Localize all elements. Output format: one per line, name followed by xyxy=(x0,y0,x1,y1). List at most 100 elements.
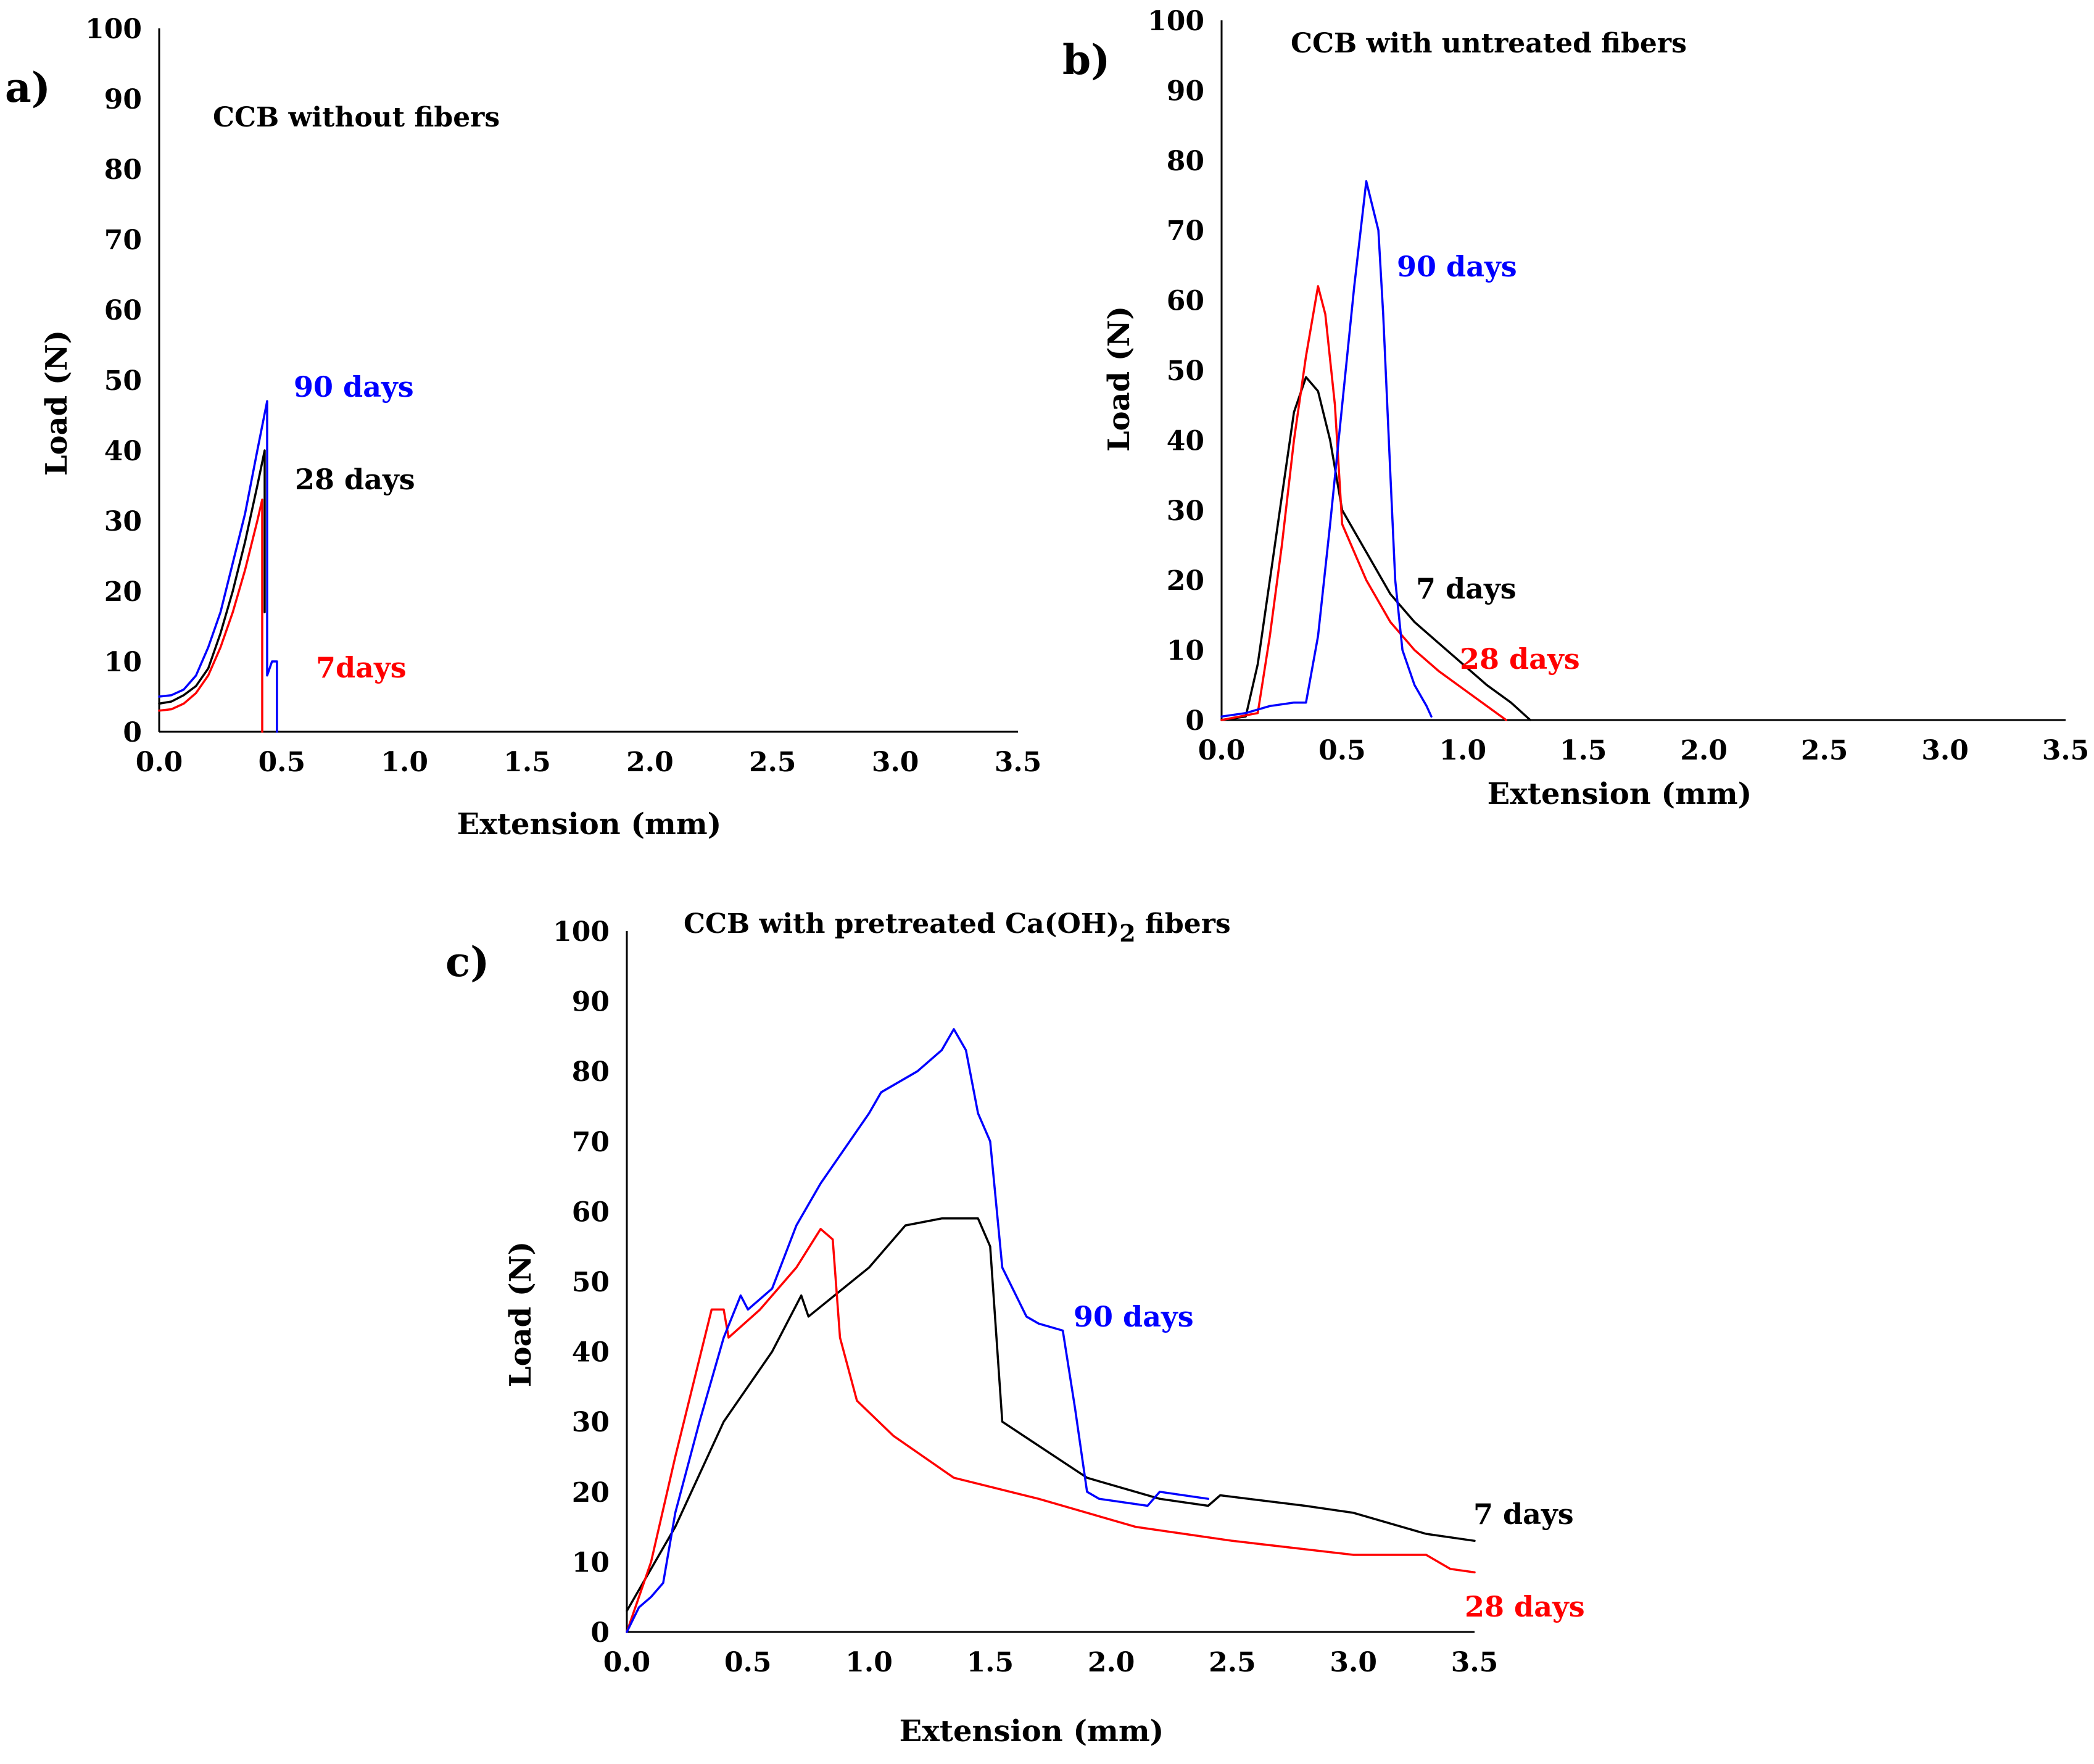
chart-panel-c: c) CCB with pretreated Ca(OH)2 fibers Lo… xyxy=(445,908,1585,1749)
series-group-b xyxy=(1220,180,1532,721)
series-line-a-90days xyxy=(158,400,278,733)
x-ticks-b: 0.0 0.5 1.0 1.5 2.0 2.5 3.0 3.5 xyxy=(1198,735,2090,766)
x-axis-title-b: Extension (mm) xyxy=(1488,777,1752,811)
x-tick-label-c-7: 3.5 xyxy=(1451,1647,1499,1678)
y-tick-label-c-8: 80 xyxy=(572,1056,610,1088)
chart-title-c-part2: fibers xyxy=(1136,908,1231,940)
chart-panel-b: b) CCB with untreated fibers Load (N) Ex… xyxy=(1062,6,2089,811)
y-tick-label-c-9: 90 xyxy=(572,987,610,1018)
x-tick-label-c-4: 2.0 xyxy=(1088,1647,1135,1678)
series-label-a-28days: 28 days xyxy=(295,463,415,496)
y-tick-label-a-7: 70 xyxy=(104,225,142,256)
y-tick-label-b-3: 30 xyxy=(1167,495,1204,527)
y-tick-label-c-6: 60 xyxy=(572,1196,610,1228)
panel-label-a: a) xyxy=(5,64,51,112)
y-tick-label-a-0: 0 xyxy=(123,717,142,748)
x-tick-label-b-2: 1.0 xyxy=(1439,735,1487,766)
x-axis-title-c: Extension (mm) xyxy=(900,1714,1164,1749)
x-tick-label-c-2: 1.0 xyxy=(845,1647,893,1678)
chart-title-c-subscript: 2 xyxy=(1119,919,1135,947)
series-line-a-28days xyxy=(158,449,266,705)
x-tick-label-b-1: 0.5 xyxy=(1318,735,1366,766)
y-tick-label-b-9: 90 xyxy=(1167,75,1204,107)
y-tick-label-c-3: 30 xyxy=(572,1407,610,1438)
x-tick-label-a-7: 3.5 xyxy=(995,747,1042,778)
chart-panel-a: a) CCB without fibers Load (N) Extension… xyxy=(5,14,1041,842)
x-tick-label-c-6: 3.0 xyxy=(1330,1647,1377,1678)
x-tick-label-c-5: 2.5 xyxy=(1209,1647,1256,1678)
x-tick-label-a-5: 2.5 xyxy=(749,747,797,778)
y-tick-label-b-5: 50 xyxy=(1167,355,1204,387)
x-tick-label-b-3: 1.5 xyxy=(1560,735,1607,766)
x-ticks-c: 0.0 0.5 1.0 1.5 2.0 2.5 3.0 3.5 xyxy=(603,1647,1499,1678)
series-group-a xyxy=(158,400,278,733)
y-tick-label-b-1: 10 xyxy=(1167,636,1204,667)
y-tick-label-a-2: 20 xyxy=(104,576,142,608)
y-tick-label-a-10: 100 xyxy=(85,14,142,45)
x-tick-label-a-0: 0.0 xyxy=(136,747,183,778)
series-label-c-90days: 90 days xyxy=(1074,1300,1194,1333)
x-tick-label-a-1: 0.5 xyxy=(259,747,306,778)
series-line-c-28days xyxy=(626,1228,1476,1633)
chart-title-c-part1: CCB with pretreated Ca(OH) xyxy=(684,908,1119,940)
y-tick-label-c-7: 70 xyxy=(572,1127,610,1158)
series-line-b-90days xyxy=(1220,180,1433,718)
series-line-c-7days xyxy=(626,1217,1476,1612)
x-tick-label-b-5: 2.5 xyxy=(1801,735,1848,766)
y-tick-label-a-4: 40 xyxy=(104,436,142,467)
x-tick-label-c-3: 1.5 xyxy=(967,1647,1014,1678)
y-tick-label-b-6: 60 xyxy=(1167,286,1204,317)
y-tick-label-c-2: 20 xyxy=(572,1477,610,1509)
y-tick-label-a-1: 10 xyxy=(104,647,142,678)
series-group-c xyxy=(626,1028,1476,1633)
y-axis-title-c: Load (N) xyxy=(503,1241,538,1387)
x-ticks-a: 0.0 0.5 1.0 1.5 2.0 2.5 3.0 3.5 xyxy=(136,747,1042,778)
y-tick-label-b-7: 70 xyxy=(1167,215,1204,247)
series-line-a-7days xyxy=(158,499,263,733)
x-tick-label-b-6: 3.0 xyxy=(1921,735,1969,766)
y-tick-label-c-1: 10 xyxy=(572,1547,610,1578)
panel-label-c: c) xyxy=(445,938,489,986)
series-label-c-7days: 7 days xyxy=(1473,1497,1574,1531)
y-ticks-a: 0 10 20 30 40 50 60 70 80 90 100 xyxy=(85,14,142,748)
series-label-b-28days: 28 days xyxy=(1460,642,1580,676)
y-tick-label-a-9: 90 xyxy=(104,84,142,115)
y-tick-label-c-10: 100 xyxy=(553,916,610,948)
x-tick-label-b-7: 3.5 xyxy=(2042,735,2090,766)
x-tick-label-a-3: 1.5 xyxy=(503,747,551,778)
y-tick-label-b-2: 20 xyxy=(1167,565,1204,597)
panel-label-b: b) xyxy=(1062,36,1110,84)
x-tick-label-c-1: 0.5 xyxy=(724,1647,772,1678)
x-tick-label-b-0: 0.0 xyxy=(1198,735,1246,766)
y-tick-label-a-5: 50 xyxy=(104,365,142,397)
y-ticks-b: 0 10 20 30 40 50 60 70 80 90 100 xyxy=(1148,6,1204,737)
chart-title-c: CCB with pretreated Ca(OH)2 fibers xyxy=(684,908,1231,947)
y-tick-label-c-4: 40 xyxy=(572,1337,610,1369)
y-axis-title-b: Load (N) xyxy=(1102,306,1136,452)
chart-title-a: CCB without fibers xyxy=(213,102,500,133)
y-tick-label-a-3: 30 xyxy=(104,506,142,537)
x-tick-label-a-6: 3.0 xyxy=(872,747,919,778)
series-label-a-7days: 7days xyxy=(316,651,407,684)
y-tick-label-b-4: 40 xyxy=(1167,425,1204,457)
x-tick-label-a-4: 2.0 xyxy=(626,747,674,778)
series-line-c-90days xyxy=(626,1028,1209,1633)
x-tick-label-a-2: 1.0 xyxy=(381,747,428,778)
y-axis-title-a: Load (N) xyxy=(39,330,74,476)
series-label-a-90days: 90 days xyxy=(294,370,414,404)
y-ticks-c: 0 10 20 30 40 50 60 70 80 90 100 xyxy=(553,916,610,1649)
y-tick-label-a-8: 80 xyxy=(104,154,142,186)
x-axis-title-a: Extension (mm) xyxy=(457,807,722,842)
series-line-b-28days xyxy=(1220,285,1507,721)
y-tick-label-b-8: 80 xyxy=(1167,146,1204,177)
series-label-b-90days: 90 days xyxy=(1397,250,1517,283)
y-tick-label-b-0: 0 xyxy=(1185,705,1204,737)
x-tick-label-b-4: 2.0 xyxy=(1680,735,1728,766)
series-label-b-7days: 7 days xyxy=(1416,572,1517,605)
chart-title-b: CCB with untreated fibers xyxy=(1291,28,1687,59)
series-label-c-28days: 28 days xyxy=(1465,1590,1585,1623)
y-tick-label-c-0: 0 xyxy=(590,1617,610,1649)
y-tick-label-c-5: 50 xyxy=(572,1267,610,1298)
x-tick-label-c-0: 0.0 xyxy=(603,1647,651,1678)
